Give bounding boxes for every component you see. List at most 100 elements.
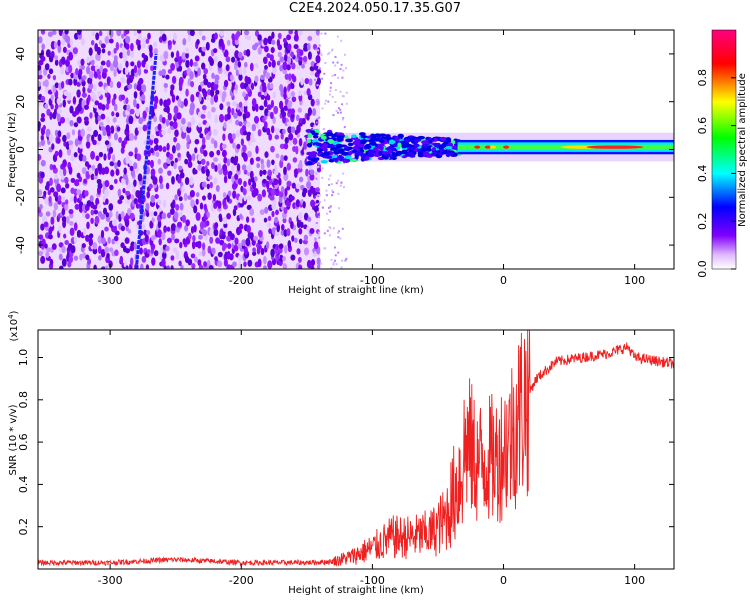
- noise-blob: [231, 56, 236, 63]
- signal-blob: [372, 147, 379, 152]
- noise-blob: [205, 168, 210, 177]
- signal-blob: [354, 138, 361, 143]
- noise-blob: [63, 90, 69, 96]
- noise-blob: [194, 169, 198, 175]
- noise-blob: [284, 73, 290, 80]
- noise-blob: [82, 252, 87, 259]
- noise-blob: [212, 128, 218, 136]
- colorbar-tick-label: 0.4: [696, 165, 709, 183]
- signal-blob: [332, 154, 338, 159]
- transition-dot: [332, 114, 335, 117]
- noise-blob: [169, 207, 175, 216]
- noise-blob: [61, 258, 67, 267]
- noise-blob: [56, 97, 62, 105]
- noise-blob: [98, 30, 103, 37]
- noise-blob: [298, 238, 303, 245]
- noise-blob: [213, 48, 218, 54]
- noise-blob: [82, 86, 86, 94]
- noise-blob: [222, 91, 227, 99]
- noise-blob: [48, 68, 54, 75]
- signal-blob: [439, 136, 447, 141]
- noise-blob: [270, 248, 275, 258]
- noise-blob: [108, 210, 113, 218]
- noise-blob: [134, 147, 138, 155]
- noise-blob: [80, 64, 85, 70]
- noise-blob: [178, 211, 183, 218]
- noise-blob: [124, 66, 129, 75]
- signal-blob: [360, 135, 368, 139]
- noise-blob: [90, 209, 95, 216]
- noise-blob: [125, 225, 129, 232]
- noise-blob: [257, 129, 262, 137]
- noise-blob: [267, 215, 272, 222]
- noise-blob: [264, 45, 269, 53]
- noise-blob: [270, 99, 275, 108]
- signal-blob: [322, 151, 330, 157]
- transition-dot: [345, 257, 348, 260]
- noise-blob: [183, 192, 188, 202]
- noise-blob: [241, 151, 247, 158]
- noise-blob: [246, 35, 252, 41]
- transition-dot: [340, 39, 343, 42]
- noise-blob: [306, 259, 312, 269]
- noise-blob: [215, 89, 220, 95]
- noise-blob: [167, 112, 172, 121]
- noise-blob: [243, 180, 247, 188]
- noise-blob: [260, 74, 265, 81]
- noise-blob: [163, 225, 167, 233]
- noise-blob: [97, 182, 103, 189]
- signal-blob: [351, 134, 357, 139]
- noise-blob: [298, 212, 303, 221]
- snr-frame: [37, 329, 675, 570]
- noise-blob: [39, 204, 43, 210]
- noise-blob: [184, 176, 190, 186]
- noise-blob: [81, 92, 87, 98]
- x-tick-label: 100: [624, 574, 645, 587]
- noise-blob: [209, 181, 213, 189]
- noise-blob: [257, 91, 262, 98]
- noise-blob: [226, 213, 231, 220]
- noise-blob: [249, 208, 255, 216]
- noise-blob: [310, 259, 316, 266]
- noise-blob: [69, 220, 74, 226]
- noise-blob: [162, 251, 167, 260]
- noise-blob: [60, 56, 66, 65]
- noise-blob: [310, 98, 315, 107]
- noise-blob: [190, 199, 195, 208]
- transition-dot: [325, 99, 327, 102]
- noise-blob: [217, 163, 222, 171]
- noise-blob: [113, 55, 118, 63]
- noise-blob: [112, 224, 118, 234]
- colorbar-tick-label: 0.2: [696, 212, 709, 230]
- transition-dot: [337, 236, 340, 239]
- noise-blob: [145, 106, 149, 113]
- noise-blob: [162, 146, 167, 153]
- noise-blob: [283, 206, 288, 215]
- noise-blob: [133, 134, 138, 141]
- noise-blob: [89, 112, 93, 119]
- noise-blob: [197, 122, 202, 128]
- noise-blob: [65, 216, 70, 224]
- noise-blob: [243, 169, 248, 175]
- noise-blob: [315, 55, 321, 64]
- transition-dot: [325, 189, 328, 192]
- noise-blob: [269, 54, 274, 62]
- noise-blob: [174, 238, 180, 244]
- noise-blob: [58, 225, 62, 234]
- transition-dot: [327, 100, 330, 103]
- noise-blob: [301, 117, 306, 125]
- noise-blob: [185, 219, 191, 227]
- signal-blob: [358, 132, 366, 136]
- noise-blob: [189, 58, 194, 68]
- noise-blob: [65, 182, 70, 189]
- noise-blob: [212, 193, 217, 202]
- noise-blob: [128, 132, 135, 142]
- signal-blob: [417, 151, 423, 156]
- noise-blob: [306, 225, 311, 232]
- transition-dot: [322, 206, 324, 209]
- noise-blob: [73, 152, 78, 158]
- noise-blob: [76, 189, 82, 195]
- noise-blob: [89, 195, 94, 203]
- noise-blob: [68, 51, 74, 61]
